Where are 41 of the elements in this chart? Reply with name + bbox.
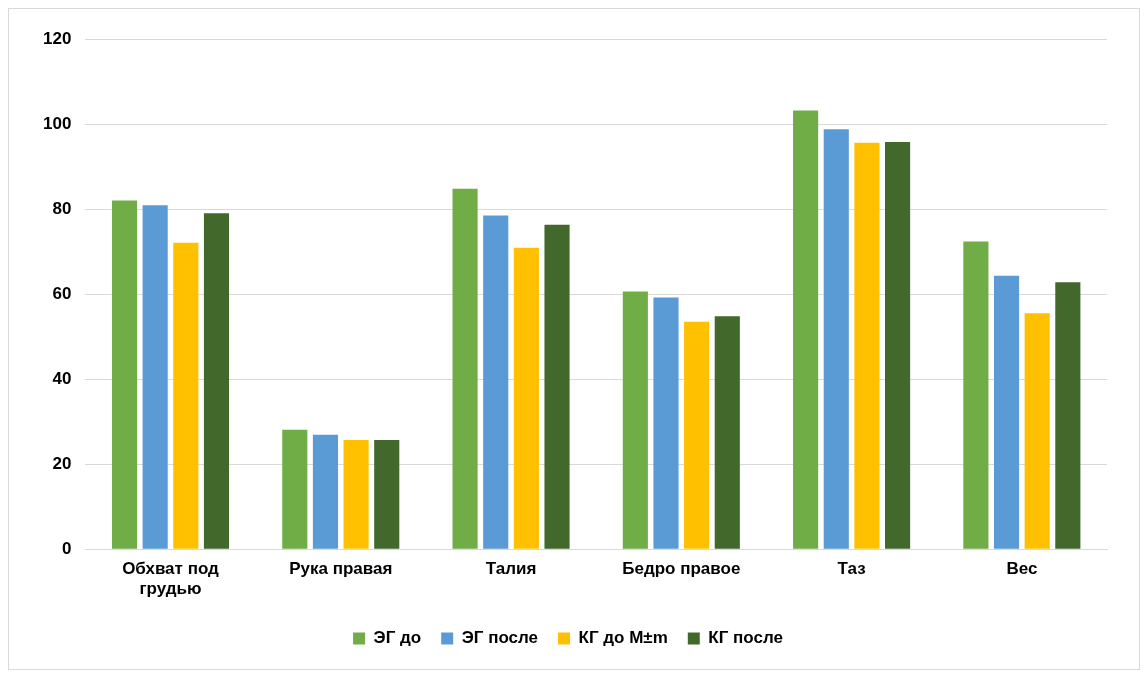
bar: [993, 275, 1020, 549]
bar: [452, 188, 478, 549]
legend-label: КГ до М±m: [578, 628, 668, 648]
bar: [823, 129, 849, 549]
x-tick-label: Обхват под грудью: [122, 559, 220, 599]
bar: [203, 213, 230, 549]
bar: [1055, 282, 1081, 549]
y-tick-label: 40: [52, 368, 72, 388]
bar: [142, 205, 168, 549]
bar: [513, 247, 539, 549]
x-tick-label: Таз: [837, 559, 866, 579]
bar: [622, 291, 648, 549]
bar: [282, 429, 308, 549]
y-tick-label: 60: [52, 283, 72, 303]
y-tick-label: 100: [42, 113, 72, 133]
x-tick-label: Бедро правое: [622, 559, 741, 579]
bar: [173, 242, 199, 549]
bar: [374, 439, 400, 549]
bar: [1024, 313, 1050, 549]
y-tick-label: 80: [52, 198, 72, 218]
x-tick-label: Талия: [485, 559, 537, 579]
bar: [343, 439, 369, 549]
x-tick-label: Рука правая: [289, 559, 393, 579]
bar: [885, 141, 911, 549]
legend-label: ЭГ после: [461, 628, 539, 648]
y-tick-label: 120: [42, 28, 72, 48]
legend-label: КГ после: [708, 628, 783, 648]
bar: [854, 142, 880, 549]
x-tick-label: Вес: [1006, 559, 1038, 579]
bar: [653, 297, 679, 549]
bar: [714, 316, 740, 549]
bar: [963, 241, 989, 549]
y-tick-label: 20: [52, 453, 72, 473]
bar: [483, 215, 509, 549]
bar: [312, 434, 339, 549]
bar: [544, 224, 570, 549]
bar: [111, 200, 138, 549]
bar: [793, 110, 819, 549]
bar: [684, 321, 710, 549]
y-tick-label: 0: [61, 538, 72, 558]
legend-label: ЭГ до: [373, 628, 422, 648]
